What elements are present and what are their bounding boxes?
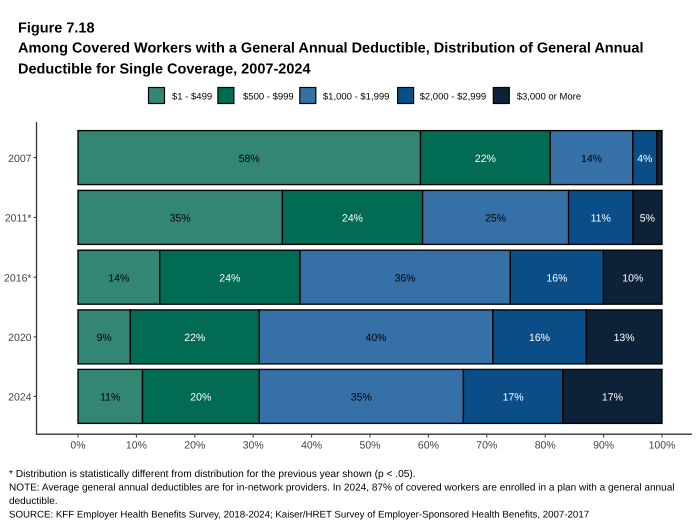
svg-text:14%: 14%: [581, 153, 602, 165]
svg-text:25%: 25%: [485, 213, 506, 225]
svg-text:11%: 11%: [100, 392, 120, 404]
svg-text:10%: 10%: [622, 273, 643, 285]
svg-text:58%: 58%: [239, 153, 260, 165]
svg-text:100%: 100%: [649, 439, 676, 451]
svg-text:36%: 36%: [395, 273, 416, 285]
svg-text:30%: 30%: [243, 439, 264, 451]
svg-text:SOURCE: KFF Employer Health Be: SOURCE: KFF Employer Health Benefits Sur…: [9, 510, 589, 521]
svg-text:$500 - $999: $500 - $999: [243, 91, 294, 102]
svg-text:16%: 16%: [529, 332, 550, 344]
svg-text:deductible.: deductible.: [9, 496, 58, 507]
svg-text:$1 - $499: $1 - $499: [172, 91, 212, 102]
svg-text:2011*: 2011*: [5, 213, 32, 225]
svg-text:50%: 50%: [359, 439, 380, 451]
svg-text:80%: 80%: [535, 439, 556, 451]
svg-text:2020: 2020: [8, 332, 32, 344]
svg-text:$1,000 - $1,999: $1,000 - $1,999: [323, 91, 390, 102]
svg-text:17%: 17%: [602, 392, 623, 404]
svg-text:22%: 22%: [475, 153, 496, 165]
svg-text:2007: 2007: [8, 153, 32, 165]
svg-text:20%: 20%: [184, 439, 205, 451]
svg-text:35%: 35%: [351, 392, 372, 404]
svg-text:90%: 90%: [593, 439, 614, 451]
svg-text:9%: 9%: [97, 332, 112, 344]
svg-text:$3,000 or More: $3,000 or More: [517, 91, 581, 102]
svg-text:5%: 5%: [640, 213, 655, 225]
svg-text:60%: 60%: [418, 439, 439, 451]
svg-text:20%: 20%: [190, 392, 211, 404]
svg-text:14%: 14%: [108, 273, 129, 285]
svg-text:22%: 22%: [184, 332, 205, 344]
svg-text:24%: 24%: [219, 273, 240, 285]
svg-text:$2,000 - $2,999: $2,000 - $2,999: [420, 91, 487, 102]
svg-text:NOTE: Average general annual d: NOTE: Average general annual deductibles…: [9, 483, 675, 494]
svg-text:Figure 7.18: Figure 7.18: [18, 20, 95, 36]
svg-text:Among Covered Workers with a G: Among Covered Workers with a General Ann…: [18, 41, 643, 57]
svg-text:0%: 0%: [70, 439, 85, 451]
svg-text:2016*: 2016*: [4, 273, 31, 285]
svg-text:4%: 4%: [637, 153, 652, 165]
svg-text:2024: 2024: [8, 392, 32, 404]
svg-text:13%: 13%: [614, 332, 635, 344]
svg-text:70%: 70%: [476, 439, 497, 451]
svg-text:10%: 10%: [126, 439, 147, 451]
svg-text:35%: 35%: [170, 213, 191, 225]
svg-text:24%: 24%: [342, 213, 363, 225]
svg-text:* Distribution is statisticall: * Distribution is statistically differen…: [9, 469, 416, 480]
svg-text:16%: 16%: [546, 273, 567, 285]
svg-text:11%: 11%: [591, 213, 611, 225]
svg-text:40%: 40%: [365, 332, 386, 344]
svg-text:17%: 17%: [503, 392, 524, 404]
svg-text:Deductible for Single Coverage: Deductible for Single Coverage, 2007-202…: [18, 62, 311, 78]
svg-text:40%: 40%: [301, 439, 322, 451]
